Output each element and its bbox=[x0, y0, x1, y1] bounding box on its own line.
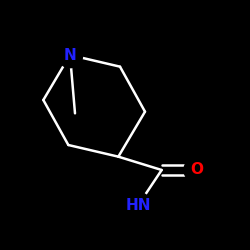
Text: HN: HN bbox=[126, 198, 151, 212]
Circle shape bbox=[126, 192, 151, 218]
Text: N: N bbox=[64, 48, 76, 62]
Circle shape bbox=[57, 42, 83, 68]
Circle shape bbox=[184, 157, 209, 183]
Text: O: O bbox=[190, 162, 203, 178]
